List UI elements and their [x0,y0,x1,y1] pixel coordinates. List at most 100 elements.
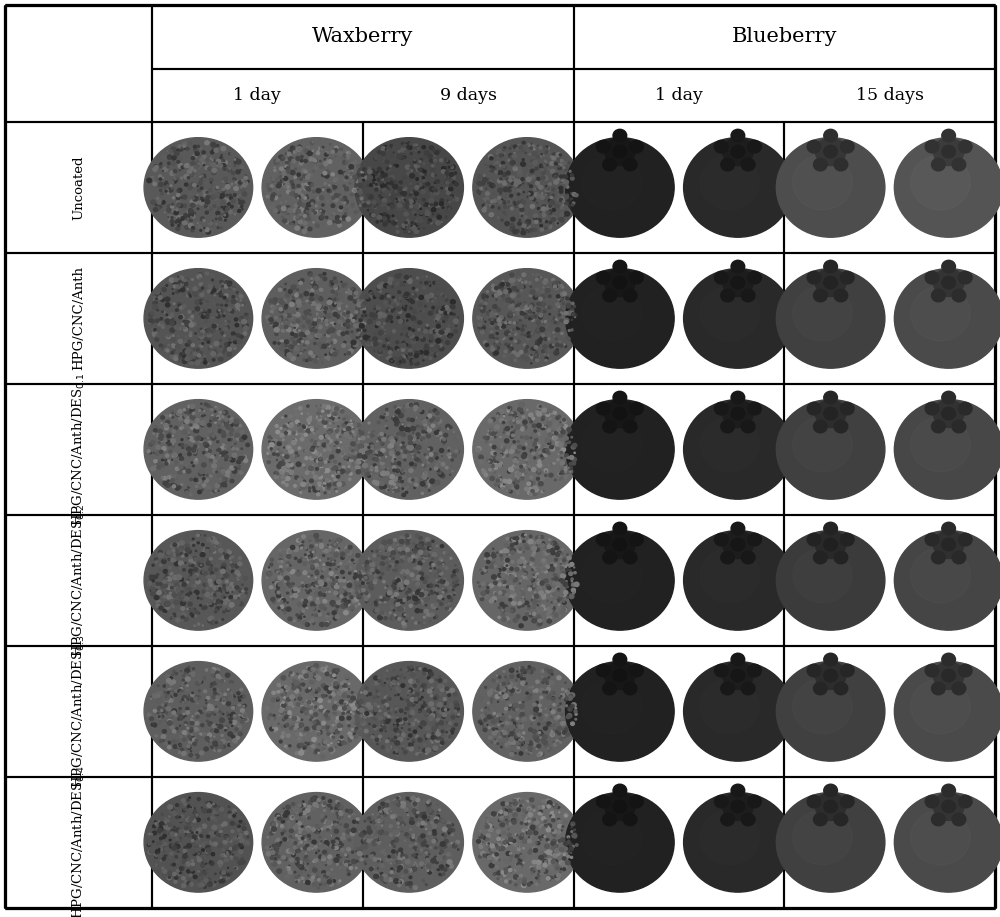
Circle shape [430,695,433,697]
Circle shape [492,446,496,448]
Circle shape [180,852,181,853]
Circle shape [329,340,333,344]
Circle shape [363,311,365,313]
Circle shape [613,392,627,403]
Circle shape [217,215,220,218]
Circle shape [533,586,535,587]
Circle shape [221,602,223,603]
Circle shape [385,178,388,181]
Circle shape [274,587,275,589]
Circle shape [220,678,223,680]
Circle shape [220,453,224,456]
Circle shape [571,588,575,592]
Circle shape [192,843,196,846]
Circle shape [233,586,236,590]
Circle shape [290,672,292,674]
Circle shape [308,875,309,876]
Circle shape [223,160,227,164]
Circle shape [515,618,518,621]
Circle shape [390,812,391,813]
Circle shape [204,878,208,882]
Circle shape [411,222,413,224]
Circle shape [293,456,294,457]
Circle shape [519,219,521,221]
Circle shape [559,435,561,437]
Circle shape [161,831,165,834]
Circle shape [398,468,400,470]
Circle shape [267,572,272,576]
Circle shape [544,723,548,726]
Circle shape [308,151,312,155]
Circle shape [282,687,285,691]
Circle shape [339,193,340,195]
Circle shape [396,713,398,714]
Circle shape [330,735,334,738]
Circle shape [184,826,188,830]
Circle shape [378,679,381,682]
Circle shape [265,706,269,710]
Circle shape [359,203,363,207]
Circle shape [355,160,357,163]
Circle shape [417,218,422,222]
Circle shape [414,602,417,604]
Circle shape [189,723,191,724]
Circle shape [434,431,438,435]
Circle shape [384,710,386,712]
Circle shape [167,743,169,745]
Circle shape [503,283,505,285]
Circle shape [512,574,516,579]
Circle shape [442,827,447,832]
Circle shape [355,605,357,607]
Circle shape [511,426,513,427]
Circle shape [497,713,501,717]
Circle shape [295,876,298,878]
Circle shape [545,227,547,229]
Circle shape [234,845,238,848]
Circle shape [222,431,225,434]
Circle shape [522,273,526,277]
Circle shape [157,591,161,595]
Circle shape [277,451,278,452]
Circle shape [369,603,370,604]
Circle shape [166,696,168,699]
Circle shape [530,449,533,452]
Circle shape [370,215,372,217]
Circle shape [403,189,406,192]
Circle shape [328,315,331,318]
Circle shape [336,863,339,866]
Circle shape [505,343,507,346]
Circle shape [567,841,570,844]
Circle shape [524,349,527,352]
Circle shape [180,545,183,548]
Circle shape [338,808,341,811]
Circle shape [289,161,292,164]
Circle shape [397,677,400,679]
Circle shape [377,322,380,326]
Circle shape [528,836,529,837]
Circle shape [396,164,398,167]
Circle shape [317,739,321,743]
Circle shape [549,538,551,540]
Circle shape [167,690,171,693]
Circle shape [292,224,294,226]
Circle shape [272,849,273,850]
Circle shape [427,585,430,587]
Circle shape [372,464,376,468]
Circle shape [546,862,551,867]
Circle shape [518,171,523,176]
Circle shape [491,558,495,561]
Circle shape [207,588,208,590]
Circle shape [330,322,335,326]
Circle shape [156,443,158,444]
Circle shape [214,691,217,694]
Circle shape [233,837,236,840]
Circle shape [525,163,526,165]
Circle shape [342,690,344,691]
Circle shape [554,601,557,602]
Circle shape [212,669,215,672]
Circle shape [378,290,382,293]
Circle shape [370,293,373,295]
Circle shape [194,610,198,613]
Circle shape [361,830,362,831]
Circle shape [338,538,342,542]
